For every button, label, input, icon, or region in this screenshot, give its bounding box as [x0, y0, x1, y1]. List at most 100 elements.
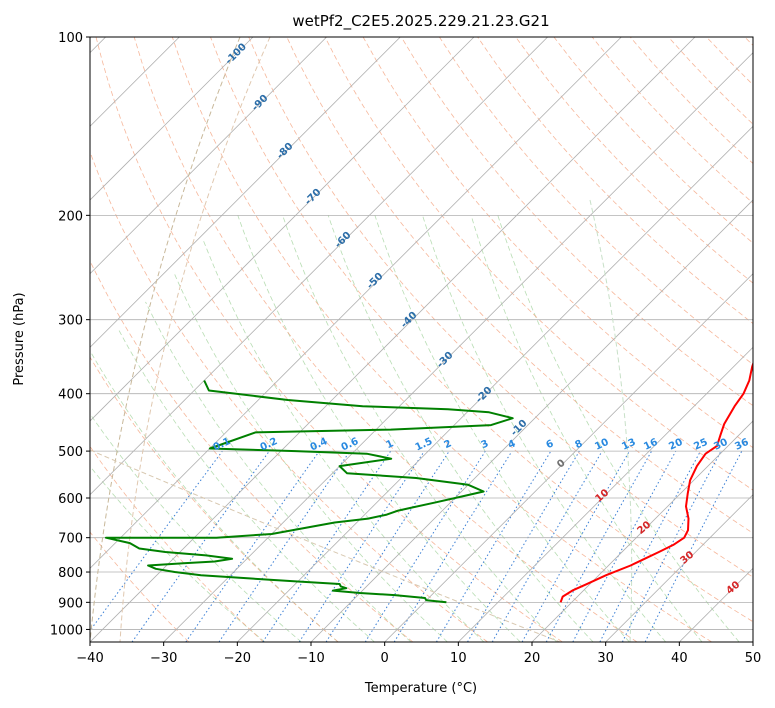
mixing-ratio-line: [435, 450, 552, 642]
dry-adiabat-line: [90, 150, 488, 642]
isotherm-line: [90, 37, 401, 348]
isotherm-line: [531, 420, 753, 642]
moist-adiabat-line: [90, 465, 266, 642]
mixing-ratio-label: 25: [692, 437, 709, 453]
dry-adiabat-label: 30: [679, 549, 697, 566]
dry-adiabat-line: [90, 260, 414, 642]
isotherm-line: [384, 273, 753, 642]
dry-adiabat-line: [90, 445, 264, 642]
mixing-ratio-label: 4: [506, 438, 517, 451]
y-tick-label: 800: [58, 566, 83, 581]
mixing-ratio-line: [90, 450, 223, 632]
curved-reference-line: [90, 37, 241, 642]
dry-adiabat-line: [90, 356, 339, 642]
mixing-ratio-line: [218, 450, 351, 642]
moist-adiabat-line: [202, 239, 485, 642]
curved-reference-line: [589, 199, 633, 642]
dry-adiabat-line: [95, 37, 563, 642]
y-tick-label: 600: [58, 492, 83, 507]
isotherm-line: [90, 37, 548, 496]
mixing-ratio-label: 1: [384, 438, 395, 451]
mixing-ratio-line: [325, 450, 450, 642]
x-tick-label: −40: [76, 651, 103, 666]
mixing-ratio-line: [393, 450, 513, 642]
y-tick-label: 100: [58, 31, 83, 46]
mixing-ratio-line: [298, 450, 425, 642]
mixing-ratio-label: 30: [712, 437, 729, 453]
moist-adiabat-line: [173, 272, 448, 642]
isotherm-line: [605, 494, 753, 642]
y-tick-label: 1000: [50, 623, 83, 638]
mixing-ratio-line: [467, 450, 580, 642]
mixing-ratio-label: 6: [544, 438, 555, 451]
moist-adiabat-line: [374, 215, 630, 642]
background-lines: [90, 37, 753, 642]
dry-adiabat-line: [210, 37, 753, 623]
dry-adiabat-line: [362, 37, 753, 449]
moist-adiabat-line: [237, 215, 521, 642]
moist-adiabat-line: [282, 215, 557, 642]
mixing-ratio-line: [521, 450, 630, 642]
dry-adiabat-line: [591, 37, 753, 204]
dry-adiabat-line: [706, 37, 753, 86]
dry-adiabat-line: [477, 37, 753, 325]
isotherm-line: [458, 346, 753, 642]
moist-adiabat-line: [497, 215, 740, 642]
moist-adiabat-line: [90, 351, 339, 642]
x-tick-label: −10: [297, 651, 324, 666]
dry-adiabat-line: [553, 37, 753, 244]
dry-adiabat-line: [90, 531, 190, 642]
isotherm-line: [310, 199, 753, 642]
sounding-series: [104, 361, 753, 604]
isotherm-line: [163, 52, 753, 642]
dry-adiabat-line: [324, 37, 753, 491]
isotherm-label: -10: [509, 418, 530, 439]
y-tick-label: 700: [58, 532, 83, 547]
dry-adiabat-line: [171, 37, 712, 642]
dry-adiabat-label: 0: [555, 458, 567, 471]
x-tick-label: 0: [381, 651, 389, 666]
moist-adiabat-line: [327, 215, 594, 642]
isotherm-label: -80: [275, 141, 296, 162]
dewpoint-line: [104, 380, 514, 604]
isotherm-line: [90, 37, 475, 422]
moist-adiabat-line: [470, 215, 703, 642]
mixing-ratio-label: 3: [479, 438, 490, 451]
x-axis: −40 −30 −20 −10 0 10 20 30 40 50: [76, 642, 761, 666]
moist-adiabat-line: [422, 215, 667, 642]
dry-adiabat-label: 20: [636, 519, 654, 536]
curved-reference-line: [119, 37, 271, 642]
y-tick-label: 300: [58, 314, 83, 329]
y-axis-label: Pressure (hPa): [12, 292, 27, 385]
mixing-ratio-line: [185, 450, 320, 642]
mixing-ratio-line: [644, 450, 743, 642]
moist-adiabat-line: [117, 327, 375, 642]
x-tick-label: 20: [524, 651, 541, 666]
x-tick-label: 50: [745, 651, 762, 666]
x-axis-label: Temperature (°C): [364, 681, 477, 696]
mixing-ratio-line: [572, 450, 677, 642]
x-tick-label: −30: [150, 651, 177, 666]
x-tick-label: 30: [597, 651, 614, 666]
moist-adiabat-line: [90, 413, 302, 642]
x-tick-label: 10: [450, 651, 467, 666]
dry-adiabat-line: [248, 37, 753, 578]
isotherm-label: -50: [365, 271, 386, 292]
y-tick-label: 500: [58, 445, 83, 460]
dry-adiabat-label: 10: [594, 487, 612, 504]
dry-adiabat-line: [744, 37, 753, 46]
isotherm-line: [752, 641, 753, 642]
dry-adiabat-line: [133, 37, 638, 642]
y-tick-label: 400: [58, 388, 83, 403]
chart-title: wetPf2_C2E5.2025.229.21.23.G21: [292, 12, 549, 31]
mixing-ratio-line: [599, 450, 701, 642]
isotherm-line: [90, 37, 696, 642]
temperature-line: [559, 361, 753, 603]
isotherm-label: -60: [333, 230, 354, 251]
mixing-ratio-label: 8: [573, 438, 584, 451]
x-tick-label: −20: [224, 651, 251, 666]
x-tick-label: 40: [671, 651, 688, 666]
isotherm-line: [90, 37, 327, 275]
mixing-ratio-label: 10: [593, 437, 610, 453]
